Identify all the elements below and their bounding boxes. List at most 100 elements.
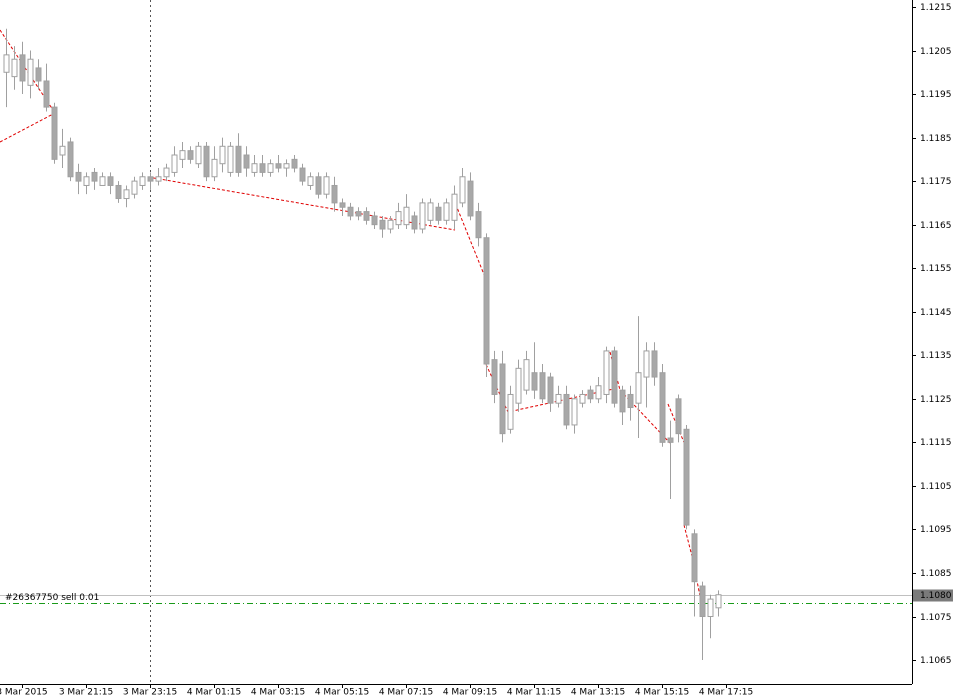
- candle-body: [475, 211, 482, 239]
- candle-body: [187, 150, 194, 160]
- trade-line: [0, 112, 56, 143]
- y-tick-label: 1.1195: [920, 90, 952, 100]
- candle-body: [491, 359, 498, 395]
- candle-body: [27, 58, 34, 86]
- candle-body: [43, 80, 50, 108]
- x-tick-label: 4 Mar 15:15: [635, 688, 689, 697]
- candle-body: [395, 211, 402, 226]
- candle-body: [451, 193, 458, 221]
- candle-body: [419, 202, 426, 230]
- y-tick-label: 1.1085: [920, 569, 952, 579]
- candle-body: [155, 176, 162, 182]
- candle-body: [643, 350, 650, 378]
- y-tick-label: 1.1075: [920, 613, 952, 623]
- candle-body: [339, 202, 346, 208]
- candle-body: [539, 372, 546, 400]
- candle-body: [299, 167, 306, 182]
- candle-body: [363, 211, 370, 221]
- candle-body: [195, 145, 202, 165]
- candle-body: [635, 372, 642, 404]
- x-tick-label: 4 Mar 03:15: [251, 688, 305, 697]
- trade-line: [451, 194, 488, 283]
- y-tick-label: 1.1125: [920, 395, 952, 405]
- y-tick-label: 1.1185: [920, 134, 952, 144]
- candle-body: [675, 398, 682, 435]
- x-tick-label: 4 Mar 17:15: [699, 688, 753, 697]
- candle-body: [403, 206, 410, 226]
- candle-body: [211, 158, 218, 178]
- x-tick-label: 3 Mar 21:15: [59, 688, 113, 697]
- candle-body: [123, 189, 130, 200]
- trade-lines: [0, 29, 704, 613]
- candle-body: [387, 219, 394, 230]
- x-tick-label: 4 Mar 09:15: [443, 688, 497, 697]
- x-tick-label: 4 Mar 01:15: [187, 688, 241, 697]
- candle-body: [59, 145, 66, 156]
- bid-box: [913, 589, 953, 602]
- candle-body: [571, 398, 578, 426]
- candle-body: [547, 376, 554, 404]
- candle-body: [203, 145, 210, 178]
- candle-body: [227, 145, 234, 173]
- y-tick-label: 1.1145: [920, 308, 952, 318]
- candle-body: [99, 176, 106, 186]
- candle-body: [707, 598, 714, 618]
- candle-body: [323, 176, 330, 195]
- candle-body: [563, 393, 570, 426]
- candle-body: [331, 184, 338, 204]
- candle-body: [507, 393, 514, 430]
- candle-body: [163, 167, 170, 178]
- candle-body: [107, 176, 114, 186]
- candle-body: [483, 237, 490, 365]
- candle-body: [379, 219, 386, 230]
- candle-body: [307, 176, 314, 186]
- candle-body: [3, 54, 10, 73]
- candle-body: [627, 393, 634, 409]
- candle-body: [371, 215, 378, 226]
- y-tick-label: 1.1205: [920, 47, 952, 57]
- candle-body: [171, 154, 178, 173]
- candle-body: [75, 171, 82, 182]
- candle-body: [667, 437, 674, 443]
- candle-body: [691, 533, 698, 583]
- bid-label: 1.1080: [920, 591, 952, 601]
- candle-body: [611, 350, 618, 404]
- candle-body: [139, 176, 146, 186]
- candle-body: [619, 389, 626, 413]
- candle-body: [587, 389, 594, 400]
- candle-body: [715, 594, 722, 609]
- candle-body: [11, 58, 18, 78]
- y-tick-label: 1.1165: [920, 221, 952, 231]
- candle-body: [659, 372, 666, 443]
- candle-body: [499, 363, 506, 435]
- candle-body: [595, 385, 602, 400]
- candle-body: [603, 350, 610, 395]
- candle-body: [283, 163, 290, 169]
- candle-body: [459, 176, 466, 204]
- candle-body: [291, 158, 298, 169]
- order-label: #26367750 sell 0.01: [5, 593, 99, 603]
- candle-body: [51, 106, 58, 160]
- y-tick-label: 1.1065: [920, 656, 952, 666]
- candle-body: [115, 184, 122, 200]
- candle-body: [683, 428, 690, 526]
- candle-body: [91, 171, 98, 182]
- y-tick-label: 1.1135: [920, 351, 952, 361]
- trade-line: [147, 176, 456, 231]
- candle-body: [467, 180, 474, 217]
- candle-body: [435, 206, 442, 221]
- x-tick-label: 4 Mar 07:15: [379, 688, 433, 697]
- candle-body: [179, 150, 186, 160]
- candle-body: [243, 154, 250, 169]
- candle-body: [427, 202, 434, 221]
- x-tick-label: 3 Mar 23:15: [123, 688, 177, 697]
- candle-body: [443, 202, 450, 221]
- y-tick-label: 1.1115: [920, 438, 952, 448]
- y-tick-label: 1.1155: [920, 264, 952, 274]
- candle-body: [555, 393, 562, 404]
- y-tick-label: 1.1215: [920, 3, 952, 13]
- candle-body: [531, 372, 538, 391]
- trade-line: [609, 351, 671, 444]
- y-tick-label: 1.1105: [920, 482, 952, 492]
